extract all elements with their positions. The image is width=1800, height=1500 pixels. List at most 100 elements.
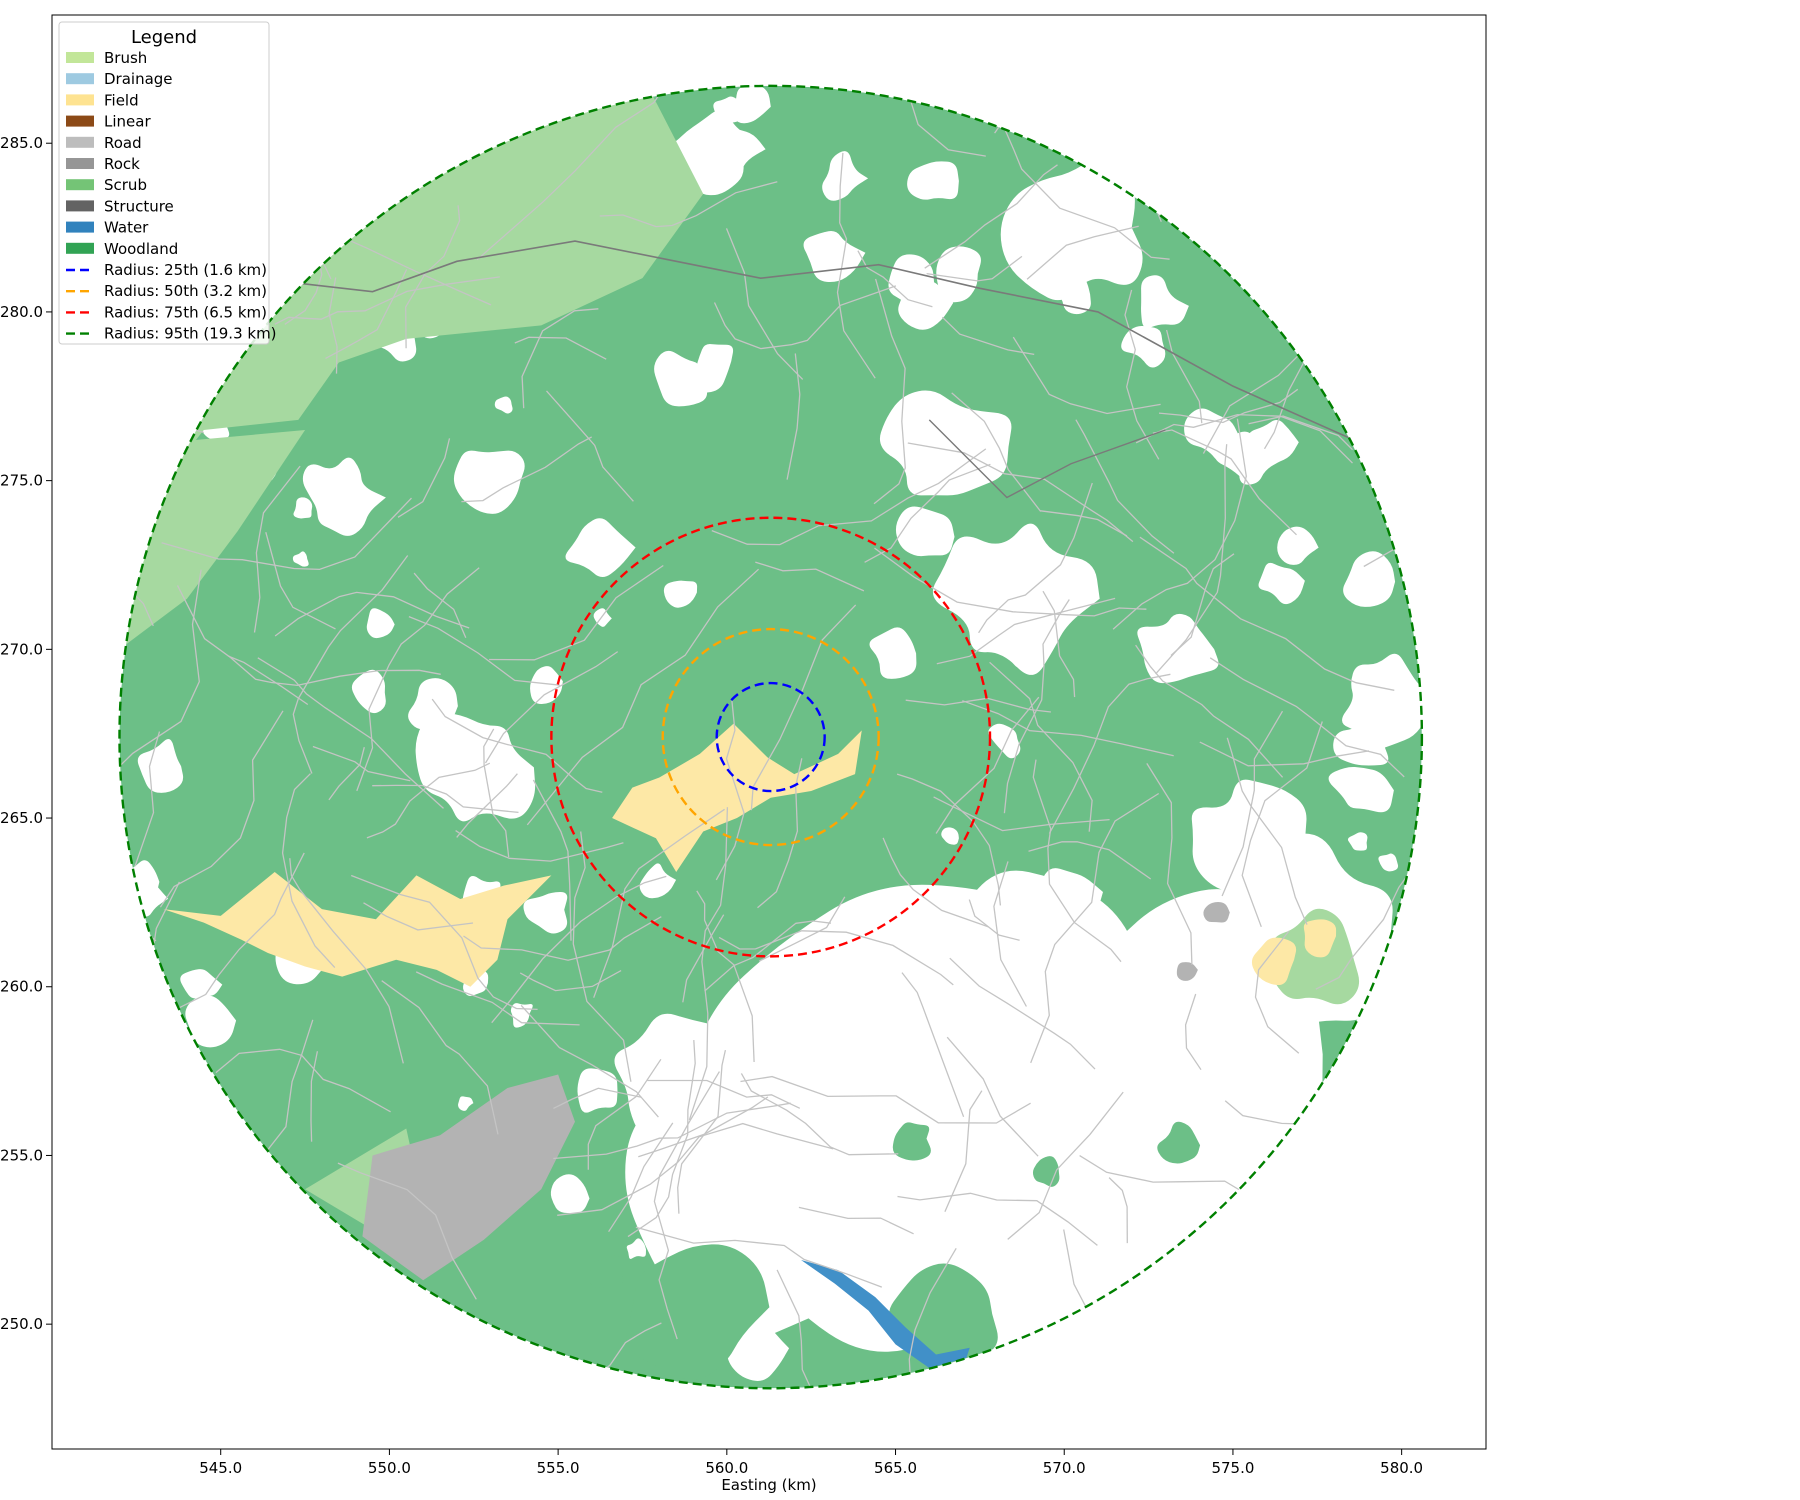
rock-area xyxy=(1176,962,1198,981)
road-line xyxy=(1146,763,1193,965)
road-line xyxy=(1139,536,1395,691)
road-line xyxy=(1040,510,1128,537)
road-line xyxy=(1135,644,1284,778)
road-line xyxy=(489,564,664,661)
road-line xyxy=(328,277,338,374)
road-line xyxy=(776,1269,843,1389)
road-line xyxy=(587,1058,662,1170)
road-line xyxy=(281,773,336,969)
open-land-patch xyxy=(1002,640,1033,668)
legend-label: Scrub xyxy=(104,176,147,194)
road-line xyxy=(557,1122,834,1216)
legend: Legend Brush Drainage Field Linear Road Rock S… xyxy=(58,21,277,345)
road-line xyxy=(408,615,561,686)
road-line xyxy=(786,353,801,480)
woodland-island xyxy=(589,1255,624,1289)
road-line xyxy=(757,758,803,909)
road-line xyxy=(1007,1091,1124,1240)
road-line xyxy=(926,255,1023,282)
open-land-patch xyxy=(577,1068,618,1113)
road-line xyxy=(1248,415,1353,451)
open-land-patch xyxy=(1068,1044,1096,1085)
road-line xyxy=(682,914,725,1003)
road-line xyxy=(750,604,857,811)
road-line xyxy=(968,899,1020,941)
road-line xyxy=(363,902,474,931)
road-line xyxy=(944,1090,983,1212)
field-area xyxy=(1303,919,1337,958)
open-land-patch xyxy=(366,608,395,639)
woodland-island xyxy=(1157,1121,1201,1164)
open-land-patch xyxy=(494,396,513,414)
open-land-patch xyxy=(1241,1070,1268,1098)
road-line xyxy=(405,205,461,349)
road-line xyxy=(941,316,1035,356)
road-line xyxy=(397,438,451,518)
legend-label: Road xyxy=(104,134,142,152)
radius-circles xyxy=(118,84,1424,1390)
road-line xyxy=(647,1079,801,1109)
road-line xyxy=(1026,225,1139,280)
rock-layer xyxy=(362,902,1230,1281)
open-land-patch xyxy=(302,457,386,536)
radius-circle-50th xyxy=(661,627,880,847)
x-tick-label: 565.0 xyxy=(874,1459,917,1477)
open-land-patch xyxy=(1041,1008,1086,1048)
x-axis-title: Easting (km) xyxy=(721,1476,816,1494)
road-line xyxy=(521,308,599,409)
road-line xyxy=(350,874,538,1011)
plot-frame xyxy=(51,14,1487,1450)
open-land-patch xyxy=(1333,711,1389,766)
open-land-patch xyxy=(185,995,237,1048)
road-line xyxy=(546,390,634,502)
road-line xyxy=(159,710,284,908)
open-land-patch xyxy=(565,518,636,578)
road-line xyxy=(882,837,989,928)
open-land-patch xyxy=(709,126,766,172)
road-line xyxy=(907,442,1134,543)
open-land-patch xyxy=(654,350,708,407)
open-land-patch xyxy=(626,1238,646,1259)
road-line xyxy=(898,1247,957,1389)
legend-swatch xyxy=(66,158,94,169)
woodland-island xyxy=(892,1122,931,1161)
road-line xyxy=(119,569,202,814)
x-tick-label: 560.0 xyxy=(705,1459,748,1477)
road-line xyxy=(653,1071,720,1340)
major-road xyxy=(136,240,1386,455)
legend-swatch xyxy=(66,94,94,106)
road-line xyxy=(989,661,1093,832)
radius-circle-95th xyxy=(118,84,1424,1390)
open-land-patch xyxy=(1328,766,1394,813)
road-line xyxy=(755,561,865,592)
legend-label: Water xyxy=(104,219,149,237)
open-land-patch xyxy=(1277,526,1319,565)
road-line xyxy=(608,1122,674,1233)
rock-area xyxy=(1203,902,1230,923)
road-line xyxy=(463,916,662,961)
road-line xyxy=(274,591,470,637)
road-line xyxy=(978,482,1093,634)
y-tick-label: 265.0 xyxy=(0,809,43,827)
legend-swatch xyxy=(66,200,94,212)
road-line xyxy=(1028,841,1152,880)
open-land-patch xyxy=(888,254,934,312)
road-line xyxy=(413,572,467,639)
road-line xyxy=(1124,289,1160,460)
rock-area xyxy=(362,1074,575,1281)
open-land-patch xyxy=(1155,1227,1180,1248)
road-line xyxy=(456,773,518,838)
open-land-patch xyxy=(988,723,1021,759)
legend-label: Rock xyxy=(104,155,140,173)
road-line xyxy=(274,276,500,325)
road-line xyxy=(325,269,408,359)
road-line xyxy=(740,1075,1031,1124)
open-land-patch xyxy=(523,891,568,934)
open-land-patch xyxy=(1343,551,1396,607)
legend-swatch xyxy=(66,73,94,85)
road-line xyxy=(924,164,1058,269)
major-road xyxy=(928,419,1166,499)
field-area xyxy=(1251,937,1297,986)
road-line xyxy=(1226,737,1308,925)
